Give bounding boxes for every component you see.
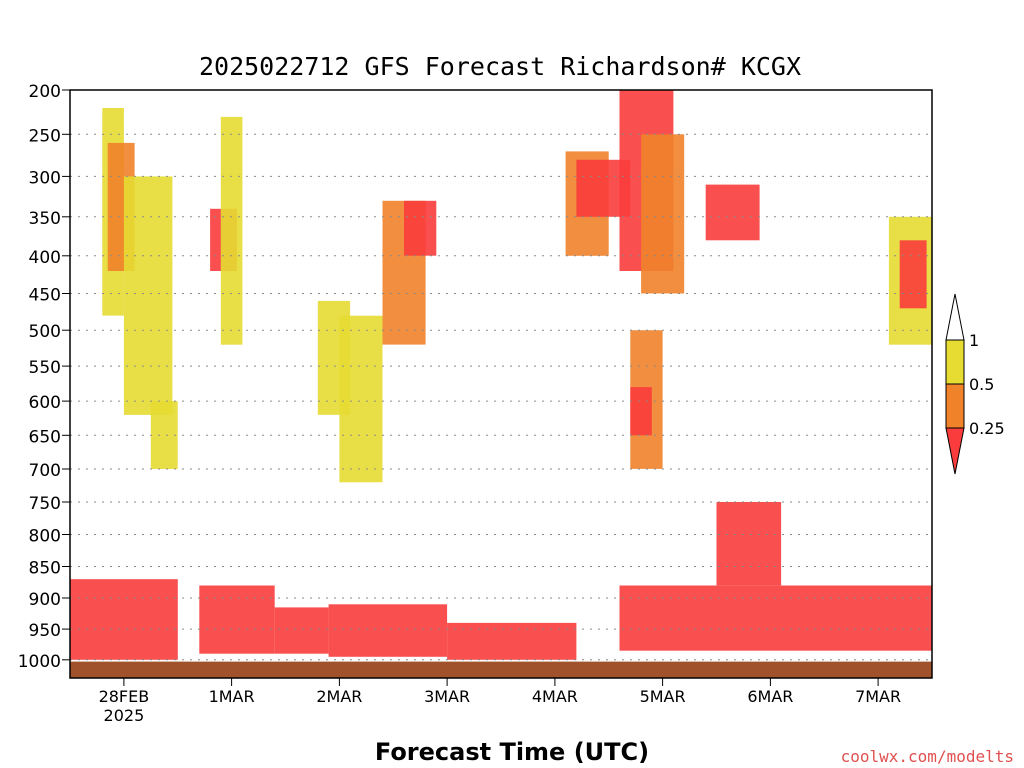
data-region-low	[899, 240, 927, 309]
data-region-low	[447, 622, 577, 660]
data-region-low	[199, 585, 275, 654]
legend-swatch	[945, 427, 965, 475]
data-region-high	[123, 176, 173, 415]
y-tick-label: 250	[29, 126, 61, 146]
y-tick-label: 950	[29, 621, 61, 641]
y-tick-label: 300	[29, 168, 61, 188]
data-region-high	[150, 401, 178, 469]
legend-label: 0.5	[969, 375, 994, 394]
y-tick-label: 700	[29, 461, 61, 481]
x-tick-label: 5MAR	[640, 687, 686, 706]
x-tick-sublabel: 2025	[104, 706, 145, 725]
data-region-ground	[70, 661, 932, 678]
y-tick-label: 850	[29, 559, 61, 579]
legend-label: 0.25	[969, 419, 1005, 438]
data-region-high	[220, 116, 243, 345]
x-tick-label: 28FEB	[99, 687, 150, 706]
data-region-low	[630, 387, 652, 436]
legend-swatch	[945, 339, 965, 385]
data-region-mid	[641, 134, 685, 294]
x-axis-label: Forecast Time (UTC)	[375, 738, 649, 766]
data-region-low	[70, 579, 178, 660]
data-region-low	[619, 585, 932, 651]
legend: 1 0.5 0.25	[945, 293, 1005, 475]
y-tick-label: 1000	[18, 652, 61, 672]
y-tick-label: 650	[29, 427, 61, 447]
y-tick-label: 600	[29, 393, 61, 413]
data-cells	[70, 90, 932, 678]
data-region-low	[274, 607, 329, 654]
data-region-low	[716, 502, 782, 586]
y-tick-label: 500	[29, 322, 61, 342]
y-tick-label: 200	[29, 82, 61, 102]
y-tick-label: 550	[29, 358, 61, 378]
x-tick-label: 7MAR	[855, 687, 901, 706]
x-tick-label: 1MAR	[209, 687, 255, 706]
y-tick-label: 450	[29, 286, 61, 306]
y-axis: 200 250 300 350 400 450 500 550 600 650 700 750 800 8…	[18, 82, 70, 672]
x-tick-label: 2MAR	[316, 687, 362, 706]
data-region-low	[328, 604, 448, 657]
plot-frame	[69, 89, 933, 679]
x-tick-label: 6MAR	[747, 687, 793, 706]
x-tick-label: 3MAR	[424, 687, 470, 706]
legend-swatch	[945, 293, 965, 341]
data-region-low	[404, 200, 437, 256]
x-tick-label: 4MAR	[532, 687, 578, 706]
grid-lines	[70, 133, 932, 661]
y-tick-label: 800	[29, 527, 61, 547]
y-tick-label: 900	[29, 590, 61, 610]
data-region-high	[339, 315, 383, 483]
y-tick-label: 400	[29, 248, 61, 268]
data-region-low	[705, 184, 760, 241]
legend-swatch	[945, 383, 965, 429]
y-tick-label: 350	[29, 209, 61, 229]
chart-title: 2025022712 GFS Forecast Richardson# KCGX	[199, 52, 801, 81]
credit-label: coolwx.com/modelts	[841, 747, 1014, 766]
y-tick-label: 750	[29, 494, 61, 514]
legend-label: 1	[969, 331, 979, 350]
